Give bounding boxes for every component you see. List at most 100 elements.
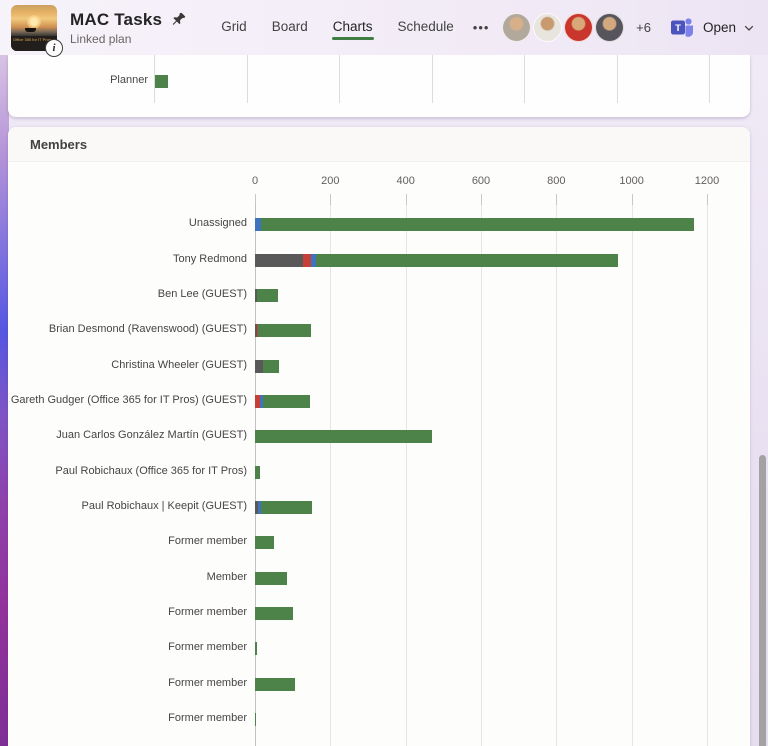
axis-tick xyxy=(556,194,558,205)
axis-tick-label: 1200 xyxy=(694,175,720,187)
tab-schedule[interactable]: Schedule xyxy=(397,19,454,34)
gridline xyxy=(246,55,248,103)
plan-title-block: MAC Tasks Linked plan xyxy=(70,10,186,46)
buckets-chart: Planner xyxy=(8,55,750,117)
axis-tick-label: 800 xyxy=(547,175,566,187)
sunset-sun xyxy=(27,14,41,29)
tab-board[interactable]: Board xyxy=(271,19,308,34)
bar-segment-red[interactable] xyxy=(255,394,260,408)
axis-tick-label: 400 xyxy=(396,175,415,187)
bar-segment-green[interactable] xyxy=(263,359,279,373)
chart-bar[interactable] xyxy=(255,430,433,444)
more-tabs-button[interactable]: ••• xyxy=(472,20,490,35)
bar-segment-red[interactable] xyxy=(302,253,311,267)
bar-segment-green[interactable] xyxy=(255,571,288,585)
category-label: Tony Redmond xyxy=(173,252,247,265)
axis-tick xyxy=(405,194,407,205)
bar-segment-blue[interactable] xyxy=(310,253,316,267)
bar-segment-blue[interactable] xyxy=(258,500,261,514)
gridline xyxy=(154,55,155,103)
chart-bar[interactable] xyxy=(255,359,279,373)
bar-segment-green[interactable] xyxy=(255,536,274,550)
members-chart: 0 200 400 600 800 1000 1200 Unassigned Tony Redm… xyxy=(8,161,750,746)
plan-subtitle: Linked plan xyxy=(70,31,132,46)
axis-tick xyxy=(255,194,256,205)
category-label: Ben Lee (GUEST) xyxy=(157,287,247,300)
member-avatars xyxy=(502,13,625,42)
chart-bar[interactable] xyxy=(255,218,694,232)
chart-bar[interactable] xyxy=(255,642,257,656)
header-right: +6 T Open xyxy=(502,13,755,42)
buckets-chart-card: Planner xyxy=(8,55,750,117)
scrollbar[interactable] xyxy=(759,455,766,746)
members-chart-card: Members 0 200 400 600 800 1000 1200 Unassigned T… xyxy=(8,127,750,746)
bar-segment-green[interactable] xyxy=(255,430,433,444)
axis-tick-label: 1000 xyxy=(619,175,644,187)
chart-bar[interactable] xyxy=(255,571,288,585)
chart-bar[interactable] xyxy=(255,536,274,550)
axis-tick-label: 200 xyxy=(321,175,340,187)
gridline xyxy=(556,205,558,746)
bar-segment-blue[interactable] xyxy=(255,218,261,232)
open-button[interactable]: Open xyxy=(702,20,736,35)
info-icon[interactable]: i xyxy=(45,38,63,57)
svg-text:T: T xyxy=(675,23,681,34)
bar-segment-red[interactable] xyxy=(256,324,258,338)
category-label: Gareth Gudger (Office 365 for IT Pros) (… xyxy=(10,393,247,406)
bar-segment-green[interactable] xyxy=(255,642,257,656)
bar-segment-green[interactable] xyxy=(255,677,295,691)
bar-segment-green[interactable] xyxy=(315,253,619,267)
bar-segment-green[interactable] xyxy=(255,607,293,621)
axis-tick xyxy=(707,194,708,205)
bar-segment-green[interactable] xyxy=(257,324,312,338)
page-title: MAC Tasks xyxy=(70,9,163,29)
category-label: Member xyxy=(206,570,247,583)
category-label: Juan Carlos González Martín (GUEST) xyxy=(56,429,247,442)
chart-bar[interactable] xyxy=(255,677,295,691)
category-label: Former member xyxy=(168,606,247,619)
bar-segment-green[interactable] xyxy=(255,465,260,479)
chart-bar[interactable] xyxy=(255,324,312,338)
bar-segment-green[interactable] xyxy=(261,500,312,514)
tab-charts[interactable]: Charts xyxy=(331,13,374,42)
axis-tick xyxy=(330,194,332,205)
bar-segment-gray[interactable] xyxy=(255,359,264,373)
gridline xyxy=(431,55,433,103)
category-label: Unassigned xyxy=(188,217,247,230)
bar-segment-gray[interactable] xyxy=(255,253,303,267)
teams-icon[interactable]: T xyxy=(669,15,695,40)
bar-segment-green[interactable] xyxy=(256,288,278,302)
chart-bar[interactable] xyxy=(255,288,278,302)
gridline xyxy=(481,205,482,746)
bar-segment-blue[interactable] xyxy=(259,394,263,408)
members-section-title: Members xyxy=(8,127,750,162)
avatar[interactable] xyxy=(564,13,594,42)
plan-thumbnail[interactable]: Office 365 for IT Pros i xyxy=(11,4,63,57)
gridline xyxy=(405,205,407,746)
category-label: Planner xyxy=(110,74,148,86)
bar-segment-gray[interactable] xyxy=(255,288,257,302)
chart-bar[interactable] xyxy=(255,253,619,267)
bar-segment-gray[interactable] xyxy=(255,324,257,338)
bar-segment-green[interactable] xyxy=(255,713,257,727)
chart-bar[interactable] xyxy=(255,394,310,408)
chevron-down-icon[interactable] xyxy=(743,22,755,34)
chart-bar[interactable] xyxy=(255,607,293,621)
bar-segment-gray[interactable] xyxy=(255,500,258,514)
avatar[interactable] xyxy=(502,13,532,42)
avatar-overflow-count[interactable]: +6 xyxy=(636,20,651,35)
tab-grid[interactable]: Grid xyxy=(221,19,247,34)
chart-bar[interactable] xyxy=(255,713,257,727)
bar-segment-green[interactable] xyxy=(260,218,694,232)
gridline xyxy=(616,55,618,103)
avatar[interactable] xyxy=(595,13,625,42)
avatar[interactable] xyxy=(533,13,563,42)
chart-bar[interactable] xyxy=(155,75,168,88)
chart-bar[interactable] xyxy=(255,465,260,479)
chart-bar[interactable] xyxy=(255,500,312,514)
gridline xyxy=(339,55,340,103)
bar-segment-green[interactable] xyxy=(262,394,310,408)
pin-icon[interactable] xyxy=(171,12,186,27)
category-label: Christina Wheeler (GUEST) xyxy=(111,358,247,371)
category-label: Former member xyxy=(168,535,247,548)
